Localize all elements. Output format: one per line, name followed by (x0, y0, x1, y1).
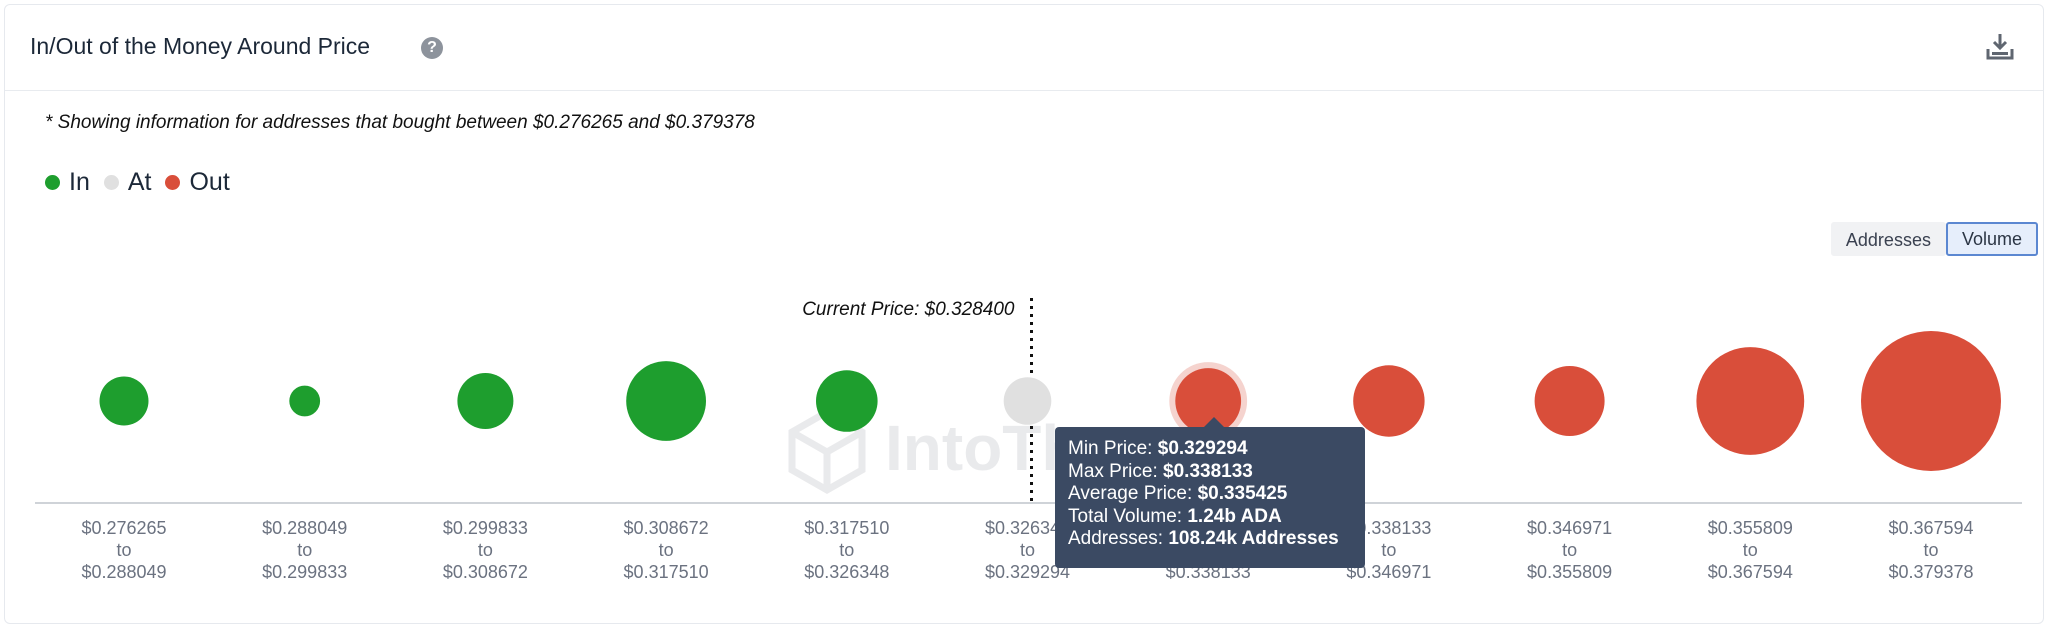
x-tick-label: to (1020, 540, 1035, 560)
x-tick-label: $0.299833 (443, 518, 528, 538)
tooltip-total-volume: Total Volume: 1.24b ADA (1068, 505, 1282, 527)
x-tick-label: $0.355809 (1708, 518, 1793, 538)
x-tick-label: $0.379378 (1888, 562, 1973, 582)
legend-dot-in (45, 175, 60, 190)
x-tick-label: $0.326348 (804, 562, 889, 582)
bubble-in[interactable] (99, 376, 149, 426)
tooltip-addresses: Addresses: 108.24k Addresses (1068, 528, 1339, 549)
x-tick-label: to (478, 540, 493, 560)
legend-label: At (127, 168, 152, 196)
bubble-in[interactable] (626, 361, 706, 441)
x-tick-label: $0.288049 (81, 562, 166, 582)
x-tick-label: $0.367594 (1888, 518, 1973, 538)
x-tick-label: to (839, 540, 854, 560)
volume-toggle-button[interactable]: Volume (1945, 222, 2038, 256)
tooltip-max-price: Max Price: $0.338133 (1068, 460, 1253, 482)
x-tick-label: to (1743, 540, 1758, 560)
addresses-toggle-button[interactable]: Addresses (1830, 222, 1946, 256)
bubble-out[interactable] (1534, 366, 1605, 436)
x-tick-label: $0.276265 (81, 518, 166, 538)
legend-label: Out (189, 168, 230, 196)
x-tick-label: $0.308672 (624, 518, 709, 538)
card-header: In/Out of the Money Around Price ? (5, 5, 2043, 91)
x-tick-label: $0.367594 (1708, 562, 1793, 582)
legend-dot-at (103, 175, 119, 190)
x-tick-label: to (297, 540, 312, 560)
bubble-in[interactable] (816, 370, 878, 432)
download-icon[interactable] (1985, 31, 2015, 61)
chart-card: In/Out of the Money Around Price ? (4, 4, 2044, 624)
x-tick-label: $0.346971 (1346, 562, 1431, 582)
bubble-out[interactable] (1353, 365, 1425, 437)
x-tick-label: to (659, 540, 674, 560)
x-tick-label: $0.355809 (1527, 562, 1612, 582)
range-note: * Showing information for addresses that… (45, 112, 755, 133)
x-tick-label: to (116, 540, 131, 560)
question-circle-icon[interactable]: ? (421, 37, 443, 59)
legend: In At Out (45, 168, 244, 197)
x-tick-label: $0.317510 (624, 562, 709, 582)
current-price-label: Current Price: $0.328400 (802, 299, 1015, 320)
legend-label: In (69, 168, 90, 196)
x-tick-label: $0.326348 (985, 518, 1070, 538)
bubble-tooltip: Min Price: $0.329294 Max Price: $0.33813… (1055, 417, 1365, 568)
legend-item-at[interactable]: At (103, 168, 152, 197)
x-tick-label: $0.308672 (443, 562, 528, 582)
x-tick-label: $0.317510 (804, 518, 889, 538)
bubble-at[interactable] (1003, 377, 1052, 425)
tooltip-min-price: Min Price: $0.329294 (1068, 438, 1248, 459)
legend-item-in[interactable]: In (45, 168, 90, 197)
bubble-in[interactable] (289, 385, 321, 417)
bubble-in[interactable] (457, 373, 514, 429)
x-tick-label: $0.299833 (262, 562, 347, 582)
legend-item-out[interactable]: Out (165, 168, 230, 197)
bubble-out[interactable] (1696, 347, 1805, 455)
x-tick-label: $0.346971 (1527, 518, 1612, 538)
x-tick-label: $0.288049 (262, 518, 347, 538)
x-tick-label: $0.329294 (985, 562, 1070, 582)
x-tick-label: $0.338133 (1346, 518, 1431, 538)
x-tick-label: to (1562, 540, 1577, 560)
bubble-out[interactable] (1861, 331, 2001, 471)
chart-title: In/Out of the Money Around Price (30, 33, 371, 59)
legend-dot-out (165, 175, 181, 190)
metric-toggle: Addresses Volume (1830, 222, 2038, 256)
x-tick-label: to (1923, 540, 1938, 560)
x-tick-label: to (1381, 540, 1396, 560)
tooltip-average-price: Average Price: $0.335425 (1068, 483, 1288, 504)
